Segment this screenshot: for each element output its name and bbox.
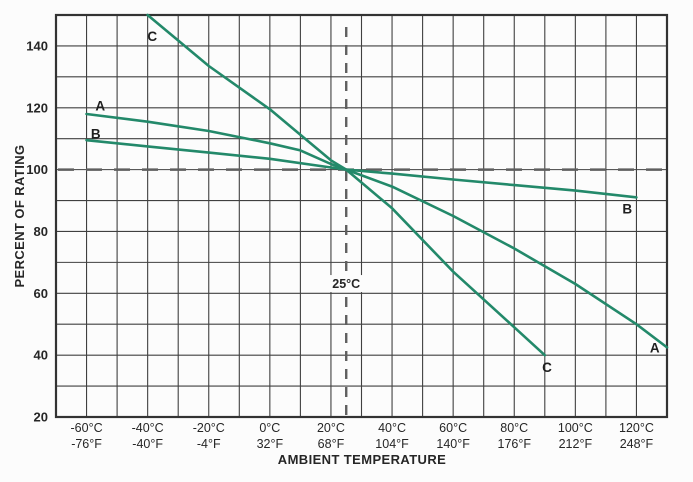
y-tick-label-20: 20 <box>34 410 48 425</box>
x-tick-label-celsius--60: -60°C <box>71 421 103 435</box>
x-tick-label-celsius-0: 0°C <box>259 421 280 435</box>
x-tick-label-celsius--20: -20°C <box>193 421 225 435</box>
curve-label-C: C <box>542 360 552 375</box>
x-tick-label-fahrenheit-100: 212°F <box>559 437 593 451</box>
y-tick-label-40: 40 <box>34 348 48 363</box>
temperature-25c-label-background <box>327 275 366 293</box>
temperature-25c-label: 25°C <box>332 277 360 291</box>
x-tick-label-celsius-120: 120°C <box>619 421 654 435</box>
x-tick-label-celsius-60: 60°C <box>439 421 467 435</box>
x-tick-label-fahrenheit-80: 176°F <box>498 437 532 451</box>
y-axis-title: PERCENT OF RATING <box>12 144 27 288</box>
x-tick-label-fahrenheit-40: 104°F <box>375 437 409 451</box>
y-tick-label-140: 140 <box>26 38 48 53</box>
plot-border <box>54 13 669 419</box>
curve-label-C: C <box>147 29 157 44</box>
curve-label-A: A <box>95 99 105 114</box>
x-tick-label-celsius-100: 100°C <box>558 421 593 435</box>
x-tick-label-fahrenheit-120: 248°F <box>620 437 654 451</box>
y-tick-label-120: 120 <box>26 100 48 115</box>
x-tick-label-celsius--40: -40°C <box>132 421 164 435</box>
x-tick-label-fahrenheit--20: -4°F <box>197 437 221 451</box>
y-tick-label-100: 100 <box>26 162 48 177</box>
x-tick-label-celsius-20: 20°C <box>317 421 345 435</box>
x-axis-title: AMBIENT TEMPERATURE <box>277 452 447 467</box>
y-tick-label-80: 80 <box>34 224 48 239</box>
series-C-line <box>146 13 547 357</box>
x-tick-label-celsius-40: 40°C <box>378 421 406 435</box>
x-tick-label-fahrenheit--60: -76°F <box>71 437 102 451</box>
curve-label-A: A <box>650 341 660 356</box>
curve-label-B: B <box>91 127 101 142</box>
curve-label-B: B <box>622 201 632 216</box>
x-tick-label-fahrenheit-60: 140°F <box>436 437 470 451</box>
x-tick-label-fahrenheit-0: 32°F <box>257 437 284 451</box>
y-tick-label-60: 60 <box>34 286 48 301</box>
x-tick-label-celsius-80: 80°C <box>500 421 528 435</box>
x-tick-label-fahrenheit-20: 68°F <box>318 437 345 451</box>
x-tick-label-fahrenheit--40: -40°F <box>132 437 163 451</box>
